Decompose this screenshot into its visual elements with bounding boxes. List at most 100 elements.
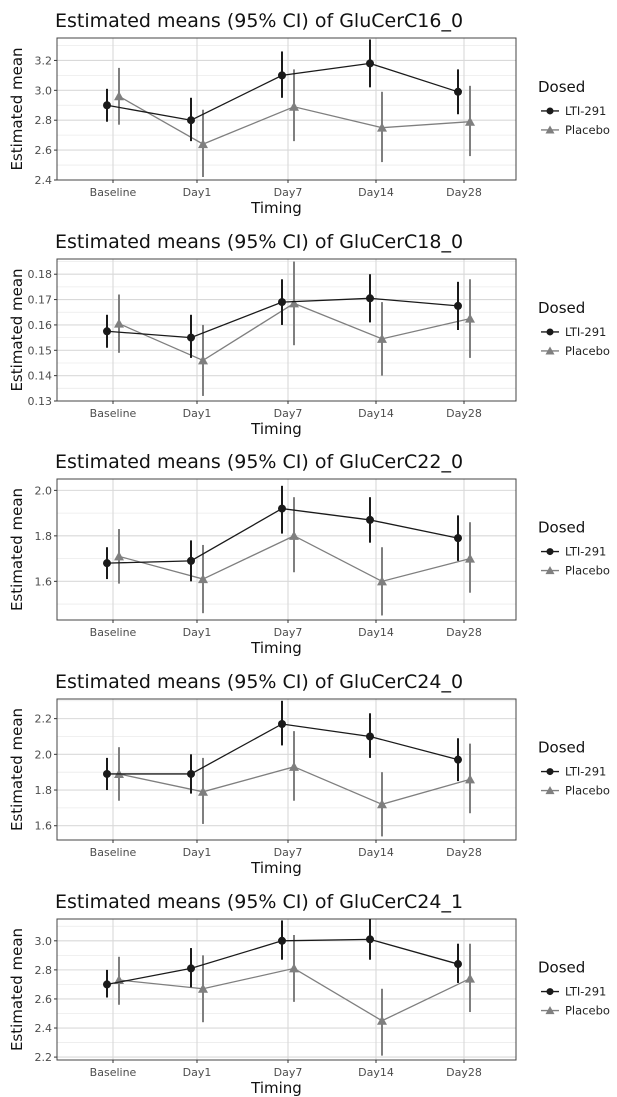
data-point bbox=[366, 732, 374, 741]
data-point bbox=[366, 515, 374, 524]
series-lti-291 bbox=[103, 485, 462, 582]
x-axis-label: Timing bbox=[250, 199, 302, 217]
legend: Dosed LTI-291 Placebo bbox=[538, 299, 610, 358]
series-lti-291 bbox=[103, 39, 462, 142]
y-axis-label: Estimated mean bbox=[8, 928, 26, 1051]
legend-entry-label: LTI-291 bbox=[565, 985, 606, 999]
data-point bbox=[187, 769, 195, 778]
x-tick-label: Baseline bbox=[90, 1066, 137, 1079]
data-point bbox=[103, 980, 111, 989]
chart-title: Estimated means (95% CI) of GluCerC18_0 bbox=[55, 231, 463, 253]
legend-entry-label: Placebo bbox=[565, 123, 610, 137]
legend-key-marker bbox=[545, 786, 555, 795]
chart-panel-5: Estimated means (95% CI) of GluCerC24_1 2… bbox=[8, 891, 610, 1097]
plot-border bbox=[56, 698, 517, 841]
x-tick-label: Day14 bbox=[358, 1066, 394, 1079]
data-point bbox=[278, 504, 286, 513]
legend-key-marker bbox=[545, 125, 555, 134]
data-point bbox=[465, 973, 475, 983]
y-axis-label: Estimated mean bbox=[8, 47, 26, 170]
chart-panel-3: Estimated means (95% CI) of GluCerC22_0 1… bbox=[8, 451, 610, 657]
x-tick-label: Day14 bbox=[358, 407, 394, 420]
legend-key-marker bbox=[545, 566, 555, 575]
plot-area bbox=[57, 259, 516, 401]
data-point bbox=[465, 116, 475, 126]
x-tick-label: Day14 bbox=[358, 186, 394, 199]
x-axis-label: Timing bbox=[250, 1079, 302, 1097]
legend-key-marker bbox=[546, 548, 554, 556]
data-point bbox=[377, 333, 387, 343]
data-point bbox=[289, 298, 299, 308]
data-point bbox=[198, 139, 208, 149]
data-point bbox=[377, 122, 387, 132]
legend: Dosed LTI-291 Placebo bbox=[538, 519, 610, 578]
x-tick-label: Day1 bbox=[183, 407, 212, 420]
y-tick-label: 2.6 bbox=[35, 144, 53, 157]
data-point bbox=[278, 936, 286, 945]
data-point bbox=[377, 576, 387, 586]
y-tick-label: 1.8 bbox=[35, 784, 53, 797]
data-point bbox=[454, 534, 462, 543]
y-tick-label: 2.8 bbox=[35, 114, 53, 127]
data-point bbox=[366, 294, 374, 303]
legend-entry-label: Placebo bbox=[565, 784, 610, 798]
data-point bbox=[198, 355, 208, 365]
data-point bbox=[289, 101, 299, 111]
legend-entry-label: Placebo bbox=[565, 564, 610, 578]
data-point bbox=[103, 101, 111, 110]
plot-area bbox=[57, 38, 516, 180]
legend-title: Dosed bbox=[538, 78, 585, 96]
data-point bbox=[114, 318, 124, 328]
x-tick-label: Day28 bbox=[446, 626, 482, 639]
y-tick-label: 0.18 bbox=[28, 268, 53, 281]
legend: Dosed LTI-291 Placebo bbox=[538, 959, 610, 1018]
x-tick-label: Day14 bbox=[358, 846, 394, 859]
x-tick-label: Day1 bbox=[183, 846, 212, 859]
series-lti-291 bbox=[103, 700, 462, 794]
legend-title: Dosed bbox=[538, 959, 585, 977]
data-point bbox=[103, 559, 111, 568]
x-axis-label: Timing bbox=[250, 639, 302, 657]
data-point bbox=[454, 755, 462, 764]
y-axis-label: Estimated mean bbox=[8, 708, 26, 831]
data-point bbox=[366, 935, 374, 944]
x-axis-label: Timing bbox=[250, 859, 302, 877]
legend-entry-label: LTI-291 bbox=[565, 545, 606, 559]
y-tick-label: 0.15 bbox=[28, 344, 53, 357]
data-point bbox=[465, 313, 475, 323]
chart-title: Estimated means (95% CI) of GluCerC24_1 bbox=[55, 891, 463, 913]
data-point bbox=[454, 87, 462, 96]
y-tick-label: 2.0 bbox=[35, 748, 53, 761]
y-tick-label: 2.8 bbox=[35, 964, 53, 977]
data-point bbox=[198, 983, 208, 993]
legend-key-marker bbox=[546, 988, 554, 996]
legend-entry-label: Placebo bbox=[565, 1004, 610, 1018]
y-tick-label: 0.17 bbox=[28, 294, 53, 307]
legend-title: Dosed bbox=[538, 299, 585, 317]
y-tick-label: 2.4 bbox=[35, 174, 53, 187]
series-lti-291 bbox=[103, 919, 462, 998]
x-tick-label: Day1 bbox=[183, 186, 212, 199]
y-tick-label: 2.0 bbox=[35, 484, 53, 497]
legend-key-marker bbox=[546, 768, 554, 776]
x-tick-label: Baseline bbox=[90, 626, 137, 639]
data-point bbox=[198, 574, 208, 584]
plot-border bbox=[56, 258, 517, 402]
x-tick-label: Day7 bbox=[274, 186, 303, 199]
plot-border bbox=[56, 37, 517, 181]
y-tick-label: 2.6 bbox=[35, 993, 53, 1006]
y-tick-label: 3.2 bbox=[35, 54, 53, 67]
y-tick-label: 0.13 bbox=[28, 395, 53, 408]
plot-border bbox=[56, 478, 517, 621]
series-placebo bbox=[114, 934, 475, 1056]
legend-entry-label: LTI-291 bbox=[565, 765, 606, 779]
x-tick-label: Day7 bbox=[274, 626, 303, 639]
x-tick-label: Baseline bbox=[90, 407, 137, 420]
y-tick-label: 1.6 bbox=[35, 575, 53, 588]
x-tick-label: Day7 bbox=[274, 1066, 303, 1079]
data-point bbox=[187, 333, 195, 342]
data-point bbox=[454, 960, 462, 969]
x-tick-label: Day28 bbox=[446, 186, 482, 199]
data-point bbox=[465, 774, 475, 784]
x-tick-label: Day7 bbox=[274, 407, 303, 420]
